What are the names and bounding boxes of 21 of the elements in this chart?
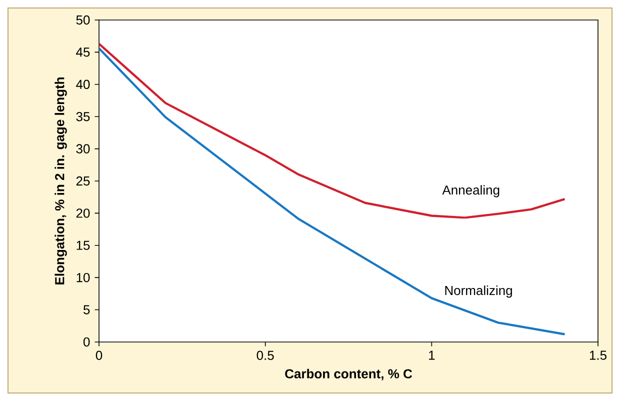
x-tick-label: 0.5 [256,350,274,360]
y-tick-label: 20 [76,208,90,218]
y-tick-label: 50 [76,15,90,25]
y-tick-label: 30 [76,144,90,154]
x-axis-title: Carbon content, % C [285,368,412,380]
y-tick-label: 25 [76,176,90,186]
y-tick-label: 40 [76,80,90,89]
y-tick-label: 35 [76,112,90,122]
line-series [99,47,566,336]
series-label: Annealing [442,185,500,198]
y-tick-label: 15 [76,240,90,250]
x-tick-label: 1.5 [590,350,606,360]
x-tick-label: 0 [96,350,102,360]
series-label: Normalizing [445,286,512,298]
y-tick-label: 10 [76,272,90,282]
y-tick-label: 0 [83,337,90,347]
y-tick-label: 45 [76,48,90,57]
y-axis-title: Elongation, % in 2 in. gage length [54,78,67,284]
y-tick-label: 5 [83,305,90,314]
line-series [99,42,566,219]
x-tick-label: 1 [429,350,435,360]
